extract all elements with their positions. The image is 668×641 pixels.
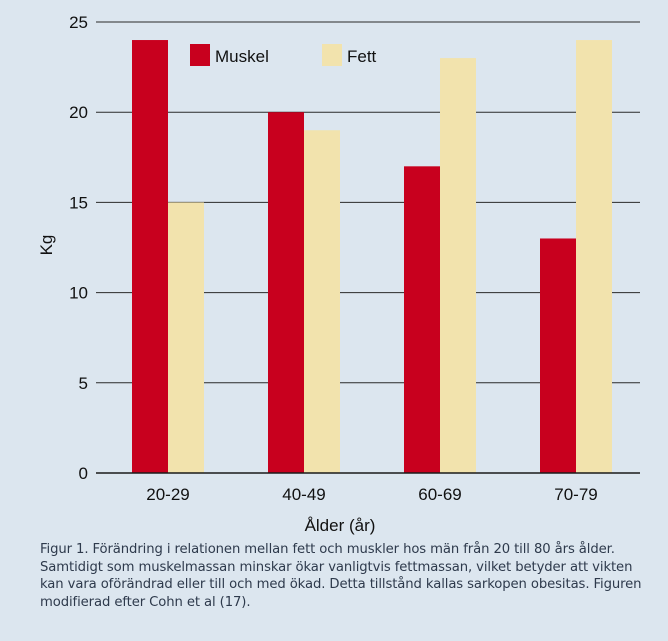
bar-muskel-40-49 [268,112,304,473]
y-axis-label: Kg [37,235,56,256]
x-tick-label: 60-69 [418,485,461,504]
bar-fett-70-79 [576,40,612,473]
x-tick-label: 20-29 [146,485,189,504]
legend: Muskel Fett [190,44,377,66]
legend-swatch-muskel [190,44,210,66]
bar-fett-40-49 [304,130,340,474]
bar-fett-60-69 [440,58,476,474]
legend-label-muskel: Muskel [215,47,269,66]
x-tick-label: 40-49 [282,485,325,504]
y-tick-label: 25 [69,13,88,32]
figure-caption: Figur 1. Förändring i relationen mellan … [40,542,642,610]
y-tick-labels: 0 5 10 15 20 25 [69,13,88,483]
y-tick-label: 20 [69,103,88,122]
y-tick-label: 0 [79,464,88,483]
x-tick-labels: 20-29 40-49 60-69 70-79 [146,485,597,504]
legend-label-fett: Fett [347,47,377,66]
bar-fett-20-29 [168,202,204,473]
x-tick-label: 70-79 [554,485,597,504]
y-tick-label: 15 [69,193,88,212]
bar-muskel-60-69 [404,166,440,473]
x-axis-label: Ålder (år) [305,516,376,535]
y-tick-label: 10 [69,284,88,303]
legend-swatch-fett [322,44,342,66]
bar-muskel-70-79 [540,238,576,473]
bars [132,40,612,474]
y-tick-label: 5 [79,374,88,393]
bar-muskel-20-29 [132,40,168,473]
